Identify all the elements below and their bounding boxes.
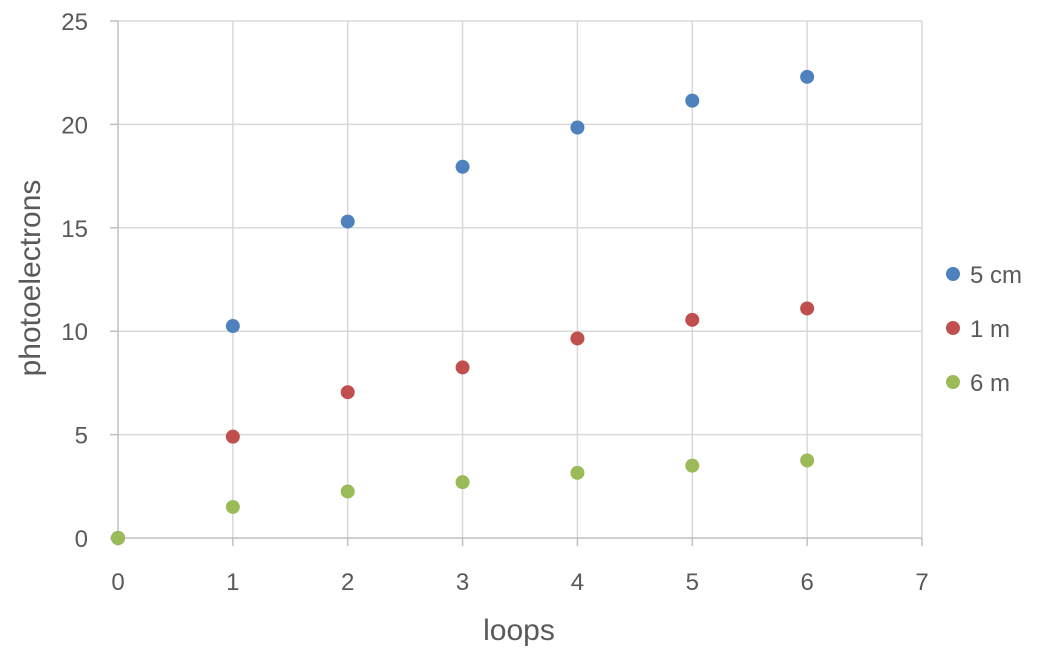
data-point bbox=[800, 453, 815, 468]
gridlines bbox=[118, 20, 923, 538]
data-point bbox=[340, 214, 355, 229]
legend-marker bbox=[946, 375, 960, 389]
data-point bbox=[570, 465, 585, 480]
x-tick-label: 2 bbox=[341, 569, 354, 596]
legend-label: 1 m bbox=[970, 316, 1010, 343]
data-point bbox=[685, 312, 700, 327]
data-point bbox=[570, 331, 585, 346]
x-tick-label: 5 bbox=[686, 569, 699, 596]
data-point bbox=[340, 385, 355, 400]
data-point bbox=[455, 360, 470, 375]
x-tick-label: 3 bbox=[456, 569, 469, 596]
y-tick-label: 25 bbox=[61, 9, 88, 36]
x-axis-title: loops bbox=[483, 614, 555, 647]
x-tick-label: 7 bbox=[915, 569, 928, 596]
data-point bbox=[800, 69, 815, 84]
y-tick-label: 0 bbox=[75, 526, 88, 553]
data-point bbox=[455, 475, 470, 490]
data-point bbox=[570, 120, 585, 135]
legend-label: 5 cm bbox=[970, 262, 1022, 289]
legend-label: 6 m bbox=[970, 370, 1010, 397]
data-point bbox=[225, 499, 240, 514]
y-tick-label: 20 bbox=[61, 112, 88, 139]
legend: 5 cm 1 m 6 m bbox=[946, 262, 1022, 397]
legend-marker bbox=[946, 267, 960, 281]
x-tick-label: 1 bbox=[226, 569, 239, 596]
tick-labels: 0 1 2 3 4 5 6 7 0 5 10 15 20 25 bbox=[61, 9, 928, 596]
x-tick-label: 0 bbox=[111, 569, 124, 596]
x-tick-label: 6 bbox=[800, 569, 813, 596]
y-axis-title: photoelectrons bbox=[14, 180, 47, 377]
data-point bbox=[111, 531, 125, 545]
data-points bbox=[111, 69, 815, 545]
data-point bbox=[225, 429, 240, 444]
data-point bbox=[455, 159, 470, 174]
y-tick-label: 5 bbox=[75, 423, 88, 450]
legend-marker bbox=[946, 321, 960, 335]
data-point bbox=[800, 301, 815, 316]
data-point bbox=[225, 319, 240, 334]
y-tick-label: 15 bbox=[61, 216, 88, 243]
x-tick-label: 4 bbox=[571, 569, 584, 596]
data-point bbox=[685, 93, 700, 108]
data-point bbox=[340, 484, 355, 499]
y-tick-label: 10 bbox=[61, 319, 88, 346]
axes bbox=[110, 20, 923, 546]
data-point bbox=[685, 458, 700, 473]
